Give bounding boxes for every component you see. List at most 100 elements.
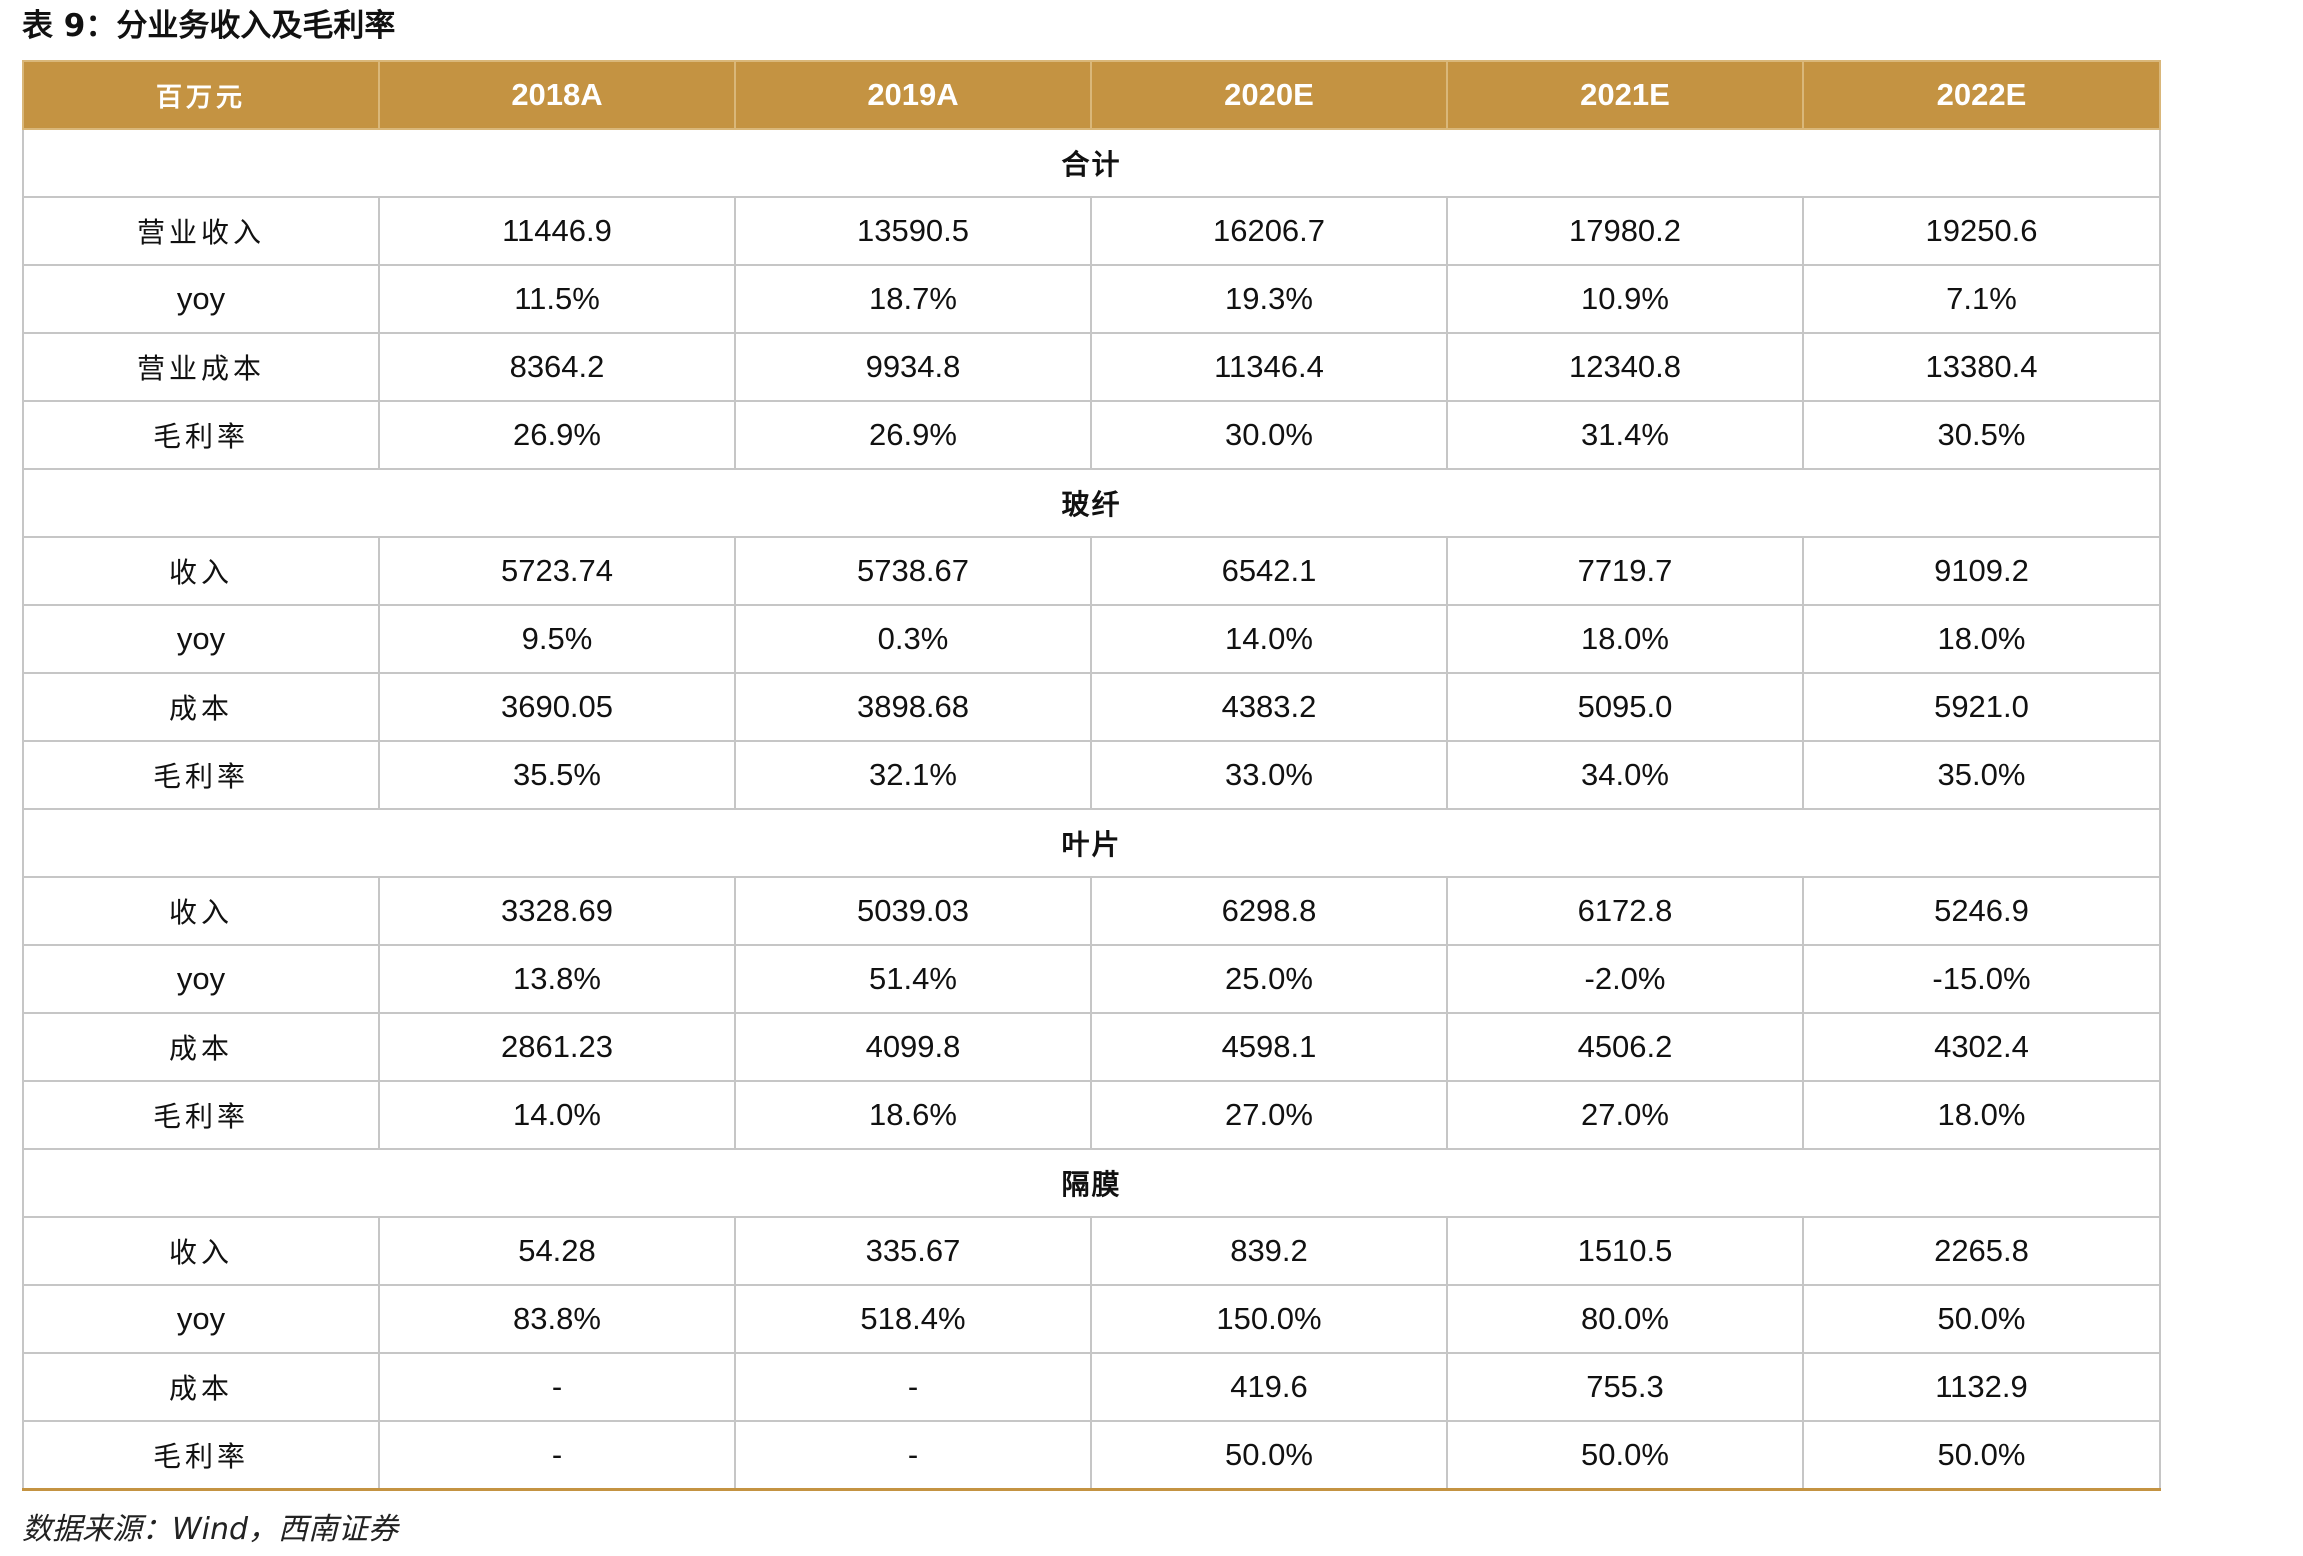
table-cell: 35.5% [378,740,736,810]
table-cell: 51.4% [734,944,1092,1014]
table-cell: 2861.23 [378,1012,736,1082]
table-cell: 50.0% [1090,1420,1448,1491]
table-row: yoy 9.5% 0.3% 14.0% 18.0% 18.0% [22,604,2161,674]
row-label: yoy [22,944,380,1014]
table-cell: 4598.1 [1090,1012,1448,1082]
table-cell: 50.0% [1446,1420,1804,1491]
table-cell: 7.1% [1802,264,2161,334]
table-cell: 9934.8 [734,332,1092,402]
table-cell: 1132.9 [1802,1352,2161,1422]
table-cell: 19.3% [1090,264,1448,334]
table-row: 成本 3690.05 3898.68 4383.2 5095.0 5921.0 [22,672,2161,742]
table-cell: 26.9% [734,400,1092,470]
table-row: 成本 2861.23 4099.8 4598.1 4506.2 4302.4 [22,1012,2161,1082]
table-cell: 419.6 [1090,1352,1448,1422]
table-cell: 2265.8 [1802,1216,2161,1286]
table-row: 营业成本 8364.2 9934.8 11346.4 12340.8 13380.4 [22,332,2161,402]
section-title: 玻纤 [22,468,2161,538]
table-cell: 54.28 [378,1216,736,1286]
table-row: 毛利率 14.0% 18.6% 27.0% 27.0% 18.0% [22,1080,2161,1150]
table-cell: 13380.4 [1802,332,2161,402]
column-header-2018a: 2018A [378,60,736,130]
table-cell: - [734,1352,1092,1422]
table-cell: 4099.8 [734,1012,1092,1082]
table-cell: 80.0% [1446,1284,1804,1354]
table-cell: 30.5% [1802,400,2161,470]
table-row: 毛利率 - -50.0% 50.0% 50.0% [22,1420,2161,1491]
column-header-2019a: 2019A [734,60,1092,130]
source-note: 数据来源：Wind，西南证券 [22,1512,399,1547]
section-header-row: 隔膜 [22,1148,2161,1218]
section-title: 叶片 [22,808,2161,878]
table-cell: 0.3% [734,604,1092,674]
table-row: 毛利率 26.9% 26.9% 30.0% 31.4% 30.5% [22,400,2161,470]
table-cell: 3898.68 [734,672,1092,742]
table-cell: 6542.1 [1090,536,1448,606]
table-header-row: 百万元 2018A 2019A 2020E 2021E 2022E [22,60,2161,130]
table-cell: 18.6% [734,1080,1092,1150]
table-cell: 5039.03 [734,876,1092,946]
section-header-row: 叶片 [22,808,2161,878]
table-body: 合计 营业收入 11446.9 13590.5 16206.7 17980.2 19250.… [22,128,2161,1491]
row-label: 收入 [22,1216,380,1286]
table-cell: 18.0% [1446,604,1804,674]
table-cell: 5738.67 [734,536,1092,606]
row-label: 营业成本 [22,332,380,402]
table-cell: 11446.9 [378,196,736,266]
row-label: 毛利率 [22,400,380,470]
table-row: 毛利率 35.5% 32.1% 33.0% 34.0% 35.0% [22,740,2161,810]
table-cell: 9109.2 [1802,536,2161,606]
revenue-margin-table: 百万元 2018A 2019A 2020E 2021E 2022E 合计 营业收入… [22,60,2161,1491]
table-cell: - [734,1420,1092,1491]
column-header-unit: 百万元 [22,60,380,130]
table-row: 收入 3328.69 5039.03 6298.8 6172.8 5246.9 [22,876,2161,946]
table-cell: 5095.0 [1446,672,1804,742]
table-cell: 11.5% [378,264,736,334]
table-cell: 18.7% [734,264,1092,334]
table-row: yoy 13.8% 51.4% 25.0% -2.0% -15.0% [22,944,2161,1014]
table-cell: 3690.05 [378,672,736,742]
table-cell: 755.3 [1446,1352,1804,1422]
row-label: 毛利率 [22,1420,380,1491]
table-cell: 518.4% [734,1284,1092,1354]
section-header-row: 合计 [22,128,2161,198]
table-cell: 14.0% [378,1080,736,1150]
row-label: 毛利率 [22,1080,380,1150]
table-cell: 1510.5 [1446,1216,1804,1286]
table-cell: 6172.8 [1446,876,1804,946]
table-cell: 8364.2 [378,332,736,402]
table-cell: 32.1% [734,740,1092,810]
table-cell: 19250.6 [1802,196,2161,266]
table-cell: 27.0% [1090,1080,1448,1150]
table-cell: 3328.69 [378,876,736,946]
table-cell: 5246.9 [1802,876,2161,946]
table-cell: 50.0% [1802,1284,2161,1354]
table-cell: 34.0% [1446,740,1804,810]
table-cell: 13.8% [378,944,736,1014]
section-title: 隔膜 [22,1148,2161,1218]
table-cell: 17980.2 [1446,196,1804,266]
table-cell: 14.0% [1090,604,1448,674]
table-cell: 33.0% [1090,740,1448,810]
column-header-2020e: 2020E [1090,60,1448,130]
table-cell: - [378,1420,736,1491]
table-cell: 335.67 [734,1216,1092,1286]
table-row: yoy 11.5% 18.7% 19.3% 10.9% 7.1% [22,264,2161,334]
section-header-row: 玻纤 [22,468,2161,538]
table-cell: 16206.7 [1090,196,1448,266]
table-cell: 839.2 [1090,1216,1448,1286]
table-cell: 50.0% [1802,1420,2161,1491]
table-cell: 5723.74 [378,536,736,606]
table-cell: 5921.0 [1802,672,2161,742]
table-cell: 18.0% [1802,1080,2161,1150]
row-label: 营业收入 [22,196,380,266]
row-label: yoy [22,1284,380,1354]
row-label: 成本 [22,672,380,742]
table-cell: 30.0% [1090,400,1448,470]
table-cell: 150.0% [1090,1284,1448,1354]
table-cell: 4302.4 [1802,1012,2161,1082]
table-cell: 11346.4 [1090,332,1448,402]
table-row: 营业收入 11446.9 13590.5 16206.7 17980.2 19250.6 [22,196,2161,266]
column-header-2022e: 2022E [1802,60,2161,130]
table-cell: 9.5% [378,604,736,674]
